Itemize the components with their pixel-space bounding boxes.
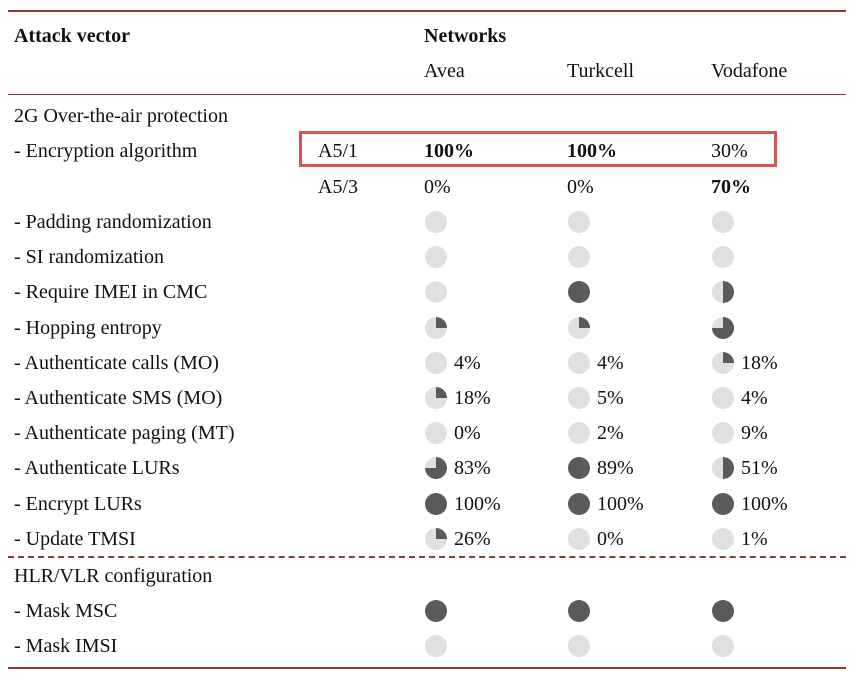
section-divider	[8, 556, 846, 558]
enc-a53-avea: 0%	[424, 176, 451, 198]
pie-indicator-icon	[568, 635, 590, 658]
cell-value: 0%	[454, 422, 481, 445]
row-label: - Authenticate SMS (MO)	[14, 387, 223, 409]
row-label: - Authenticate LURs	[14, 457, 180, 480]
row-label: - Require IMEI in CMC	[14, 281, 208, 304]
networks-header: Networks	[424, 25, 507, 47]
enc-a53-turkcell: 0%	[567, 176, 594, 198]
pie-indicator-icon	[568, 492, 590, 515]
row-label: - Authenticate paging (MT)	[14, 422, 235, 445]
operator-avea: Avea	[424, 60, 465, 82]
algo-a51: A5/1	[318, 140, 358, 162]
pie-indicator-icon	[425, 351, 447, 374]
pie-indicator-icon	[712, 387, 734, 409]
section-hlr: HLR/VLR configuration	[14, 565, 213, 587]
section-ota: 2G Over-the-air protection	[14, 105, 228, 127]
cell-value: 4%	[454, 351, 481, 374]
row-label: - Mask MSC	[14, 600, 118, 622]
cell-value: 83%	[454, 457, 491, 480]
highlight-box	[299, 131, 777, 167]
enc-a53-vodafone: 70%	[711, 176, 751, 198]
pie-indicator-icon	[425, 457, 447, 480]
pie-indicator-icon	[712, 351, 734, 374]
bottom-rule	[8, 667, 846, 669]
cell-value: 100%	[741, 492, 788, 515]
row-label: - Mask IMSI	[14, 635, 118, 658]
cell-value: 89%	[597, 457, 634, 480]
encryption-label: - Encryption algorithm	[14, 140, 198, 162]
pie-indicator-icon	[712, 527, 734, 550]
pie-indicator-icon	[425, 527, 447, 550]
pie-indicator-icon	[568, 316, 590, 339]
pie-indicator-icon	[712, 316, 734, 339]
cell-value: 1%	[741, 527, 768, 550]
algo-a53: A5/3	[318, 176, 358, 198]
pie-indicator-icon	[425, 387, 447, 409]
pie-indicator-icon	[425, 492, 447, 515]
row-label: - Update TMSI	[14, 527, 136, 550]
top-rule	[8, 10, 846, 12]
row-label: - SI randomization	[14, 246, 164, 269]
cell-value: 5%	[597, 387, 624, 409]
enc-a51-turkcell: 100%	[567, 140, 617, 162]
cell-value: 18%	[454, 387, 491, 409]
pie-indicator-icon	[425, 600, 447, 622]
pie-indicator-icon	[425, 246, 447, 269]
cell-value: 100%	[597, 492, 644, 515]
row-label: - Authenticate calls (MO)	[14, 351, 219, 374]
cell-value: 4%	[597, 351, 624, 374]
cell-value: 51%	[741, 457, 778, 480]
pie-indicator-icon	[568, 422, 590, 445]
enc-a51-vodafone: 30%	[711, 140, 748, 162]
pie-indicator-icon	[712, 211, 734, 233]
pie-indicator-icon	[568, 211, 590, 233]
operator-turkcell: Turkcell	[567, 60, 635, 82]
cell-value: 0%	[597, 527, 624, 550]
pie-indicator-icon	[568, 246, 590, 269]
pie-indicator-icon	[712, 246, 734, 269]
pie-indicator-icon	[568, 457, 590, 480]
row-label: - Encrypt LURs	[14, 492, 142, 515]
operator-vodafone: Vodafone	[711, 60, 788, 82]
pie-indicator-icon	[568, 527, 590, 550]
cell-value: 9%	[741, 422, 768, 445]
cell-value: 2%	[597, 422, 624, 445]
pie-indicator-icon	[568, 387, 590, 409]
pie-indicator-icon	[712, 492, 734, 515]
pie-indicator-icon	[568, 600, 590, 622]
cell-value: 18%	[741, 351, 778, 374]
cell-value: 100%	[454, 492, 501, 515]
pie-indicator-icon	[712, 422, 734, 445]
pie-indicator-icon	[425, 422, 447, 445]
header-rule	[8, 94, 846, 95]
cell-value: 4%	[741, 387, 768, 409]
pie-indicator-icon	[712, 281, 734, 304]
cell-value: 26%	[454, 527, 491, 550]
pie-indicator-icon	[712, 635, 734, 658]
pie-indicator-icon	[568, 281, 590, 304]
pie-indicator-icon	[425, 211, 447, 233]
pie-indicator-icon	[712, 457, 734, 480]
pie-indicator-icon	[425, 281, 447, 304]
pie-indicator-icon	[425, 635, 447, 658]
pie-indicator-icon	[712, 600, 734, 622]
pie-indicator-icon	[425, 316, 447, 339]
row-label: - Padding randomization	[14, 211, 212, 233]
row-label: - Hopping entropy	[14, 316, 162, 339]
attack-vector-header: Attack vector	[14, 25, 131, 47]
enc-a51-avea: 100%	[424, 140, 474, 162]
pie-indicator-icon	[568, 351, 590, 374]
